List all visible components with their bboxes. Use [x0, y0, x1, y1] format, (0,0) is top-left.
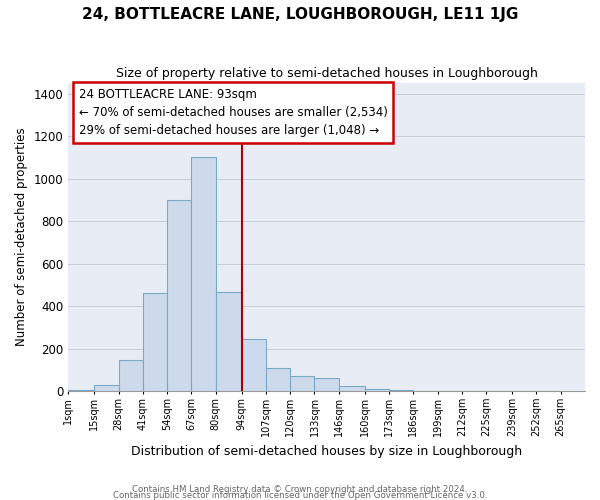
Bar [242, 339, 266, 391]
Title: Size of property relative to semi-detached houses in Loughborough: Size of property relative to semi-detach… [116, 68, 538, 80]
Bar [389, 390, 413, 391]
Bar [215, 292, 242, 391]
Text: Contains public sector information licensed under the Open Government Licence v3: Contains public sector information licen… [113, 490, 487, 500]
Bar [290, 376, 314, 391]
Bar [68, 390, 94, 391]
Bar [143, 294, 167, 391]
Bar [266, 368, 290, 391]
Bar [167, 200, 191, 391]
Bar [119, 360, 143, 391]
Text: Contains HM Land Registry data © Crown copyright and database right 2024.: Contains HM Land Registry data © Crown c… [132, 484, 468, 494]
Bar [314, 378, 339, 391]
X-axis label: Distribution of semi-detached houses by size in Loughborough: Distribution of semi-detached houses by … [131, 444, 522, 458]
Text: 24, BOTTLEACRE LANE, LOUGHBOROUGH, LE11 1JG: 24, BOTTLEACRE LANE, LOUGHBOROUGH, LE11 … [82, 8, 518, 22]
Bar [339, 386, 365, 391]
Bar [365, 389, 389, 391]
Bar [94, 384, 119, 391]
Y-axis label: Number of semi-detached properties: Number of semi-detached properties [15, 128, 28, 346]
Text: 24 BOTTLEACRE LANE: 93sqm
← 70% of semi-detached houses are smaller (2,534)
29% : 24 BOTTLEACRE LANE: 93sqm ← 70% of semi-… [79, 88, 388, 136]
Bar [191, 158, 215, 391]
